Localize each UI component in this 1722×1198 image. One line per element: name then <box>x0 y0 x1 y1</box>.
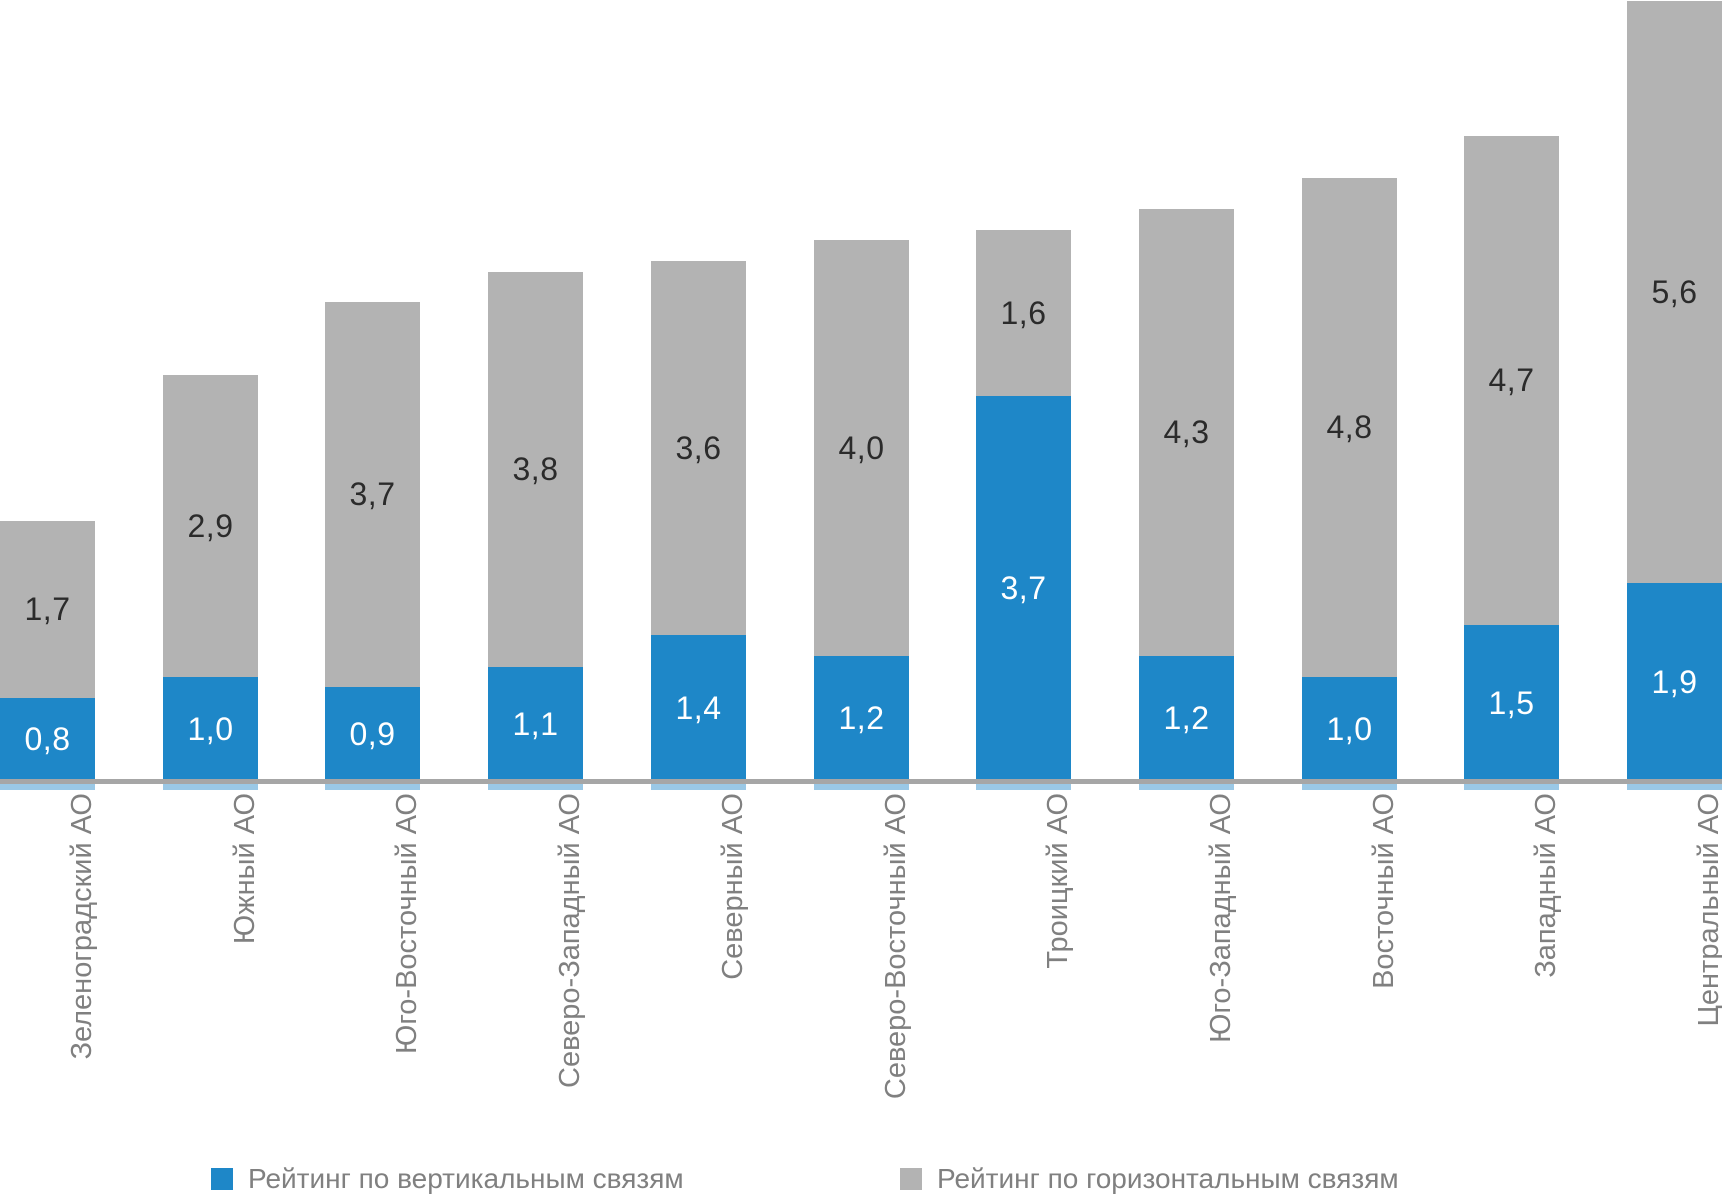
bar-segment-horizontal-rating: 3,6 <box>651 261 746 635</box>
value-label-vertical: 1,0 <box>1326 710 1373 747</box>
value-label-horizontal: 4,8 <box>1326 409 1373 445</box>
legend-item-vertical: Рейтинг по вертикальным связям <box>211 1160 684 1198</box>
bar-base-reflection <box>1464 784 1559 790</box>
category-label: Северо-Западный АО <box>553 793 586 1088</box>
bar-segment-horizontal-rating: 2,9 <box>163 375 258 677</box>
bar-base-reflection <box>1302 784 1397 790</box>
bar-base-reflection <box>651 784 746 790</box>
bar-segment-vertical-rating: 1,2 <box>814 656 909 781</box>
bar-segment-vertical-rating: 1,5 <box>1464 625 1559 781</box>
x-axis-line <box>0 779 1722 784</box>
value-label-vertical: 1,2 <box>1163 700 1210 736</box>
value-label-horizontal: 3,8 <box>512 451 559 487</box>
bar-segment-horizontal-rating: 4,3 <box>1139 209 1234 656</box>
value-label-vertical: 1,0 <box>187 710 234 747</box>
category-label: Восточный АО <box>1367 793 1400 989</box>
bar-base-reflection <box>325 784 420 790</box>
category-label: Северо-Восточный АО <box>879 793 912 1100</box>
category-label: Юго-Западный АО <box>1204 793 1237 1043</box>
category-label: Центральный АО <box>1692 793 1722 1027</box>
bar-segment-horizontal-rating: 1,6 <box>976 230 1071 396</box>
bar-segment-vertical-rating: 1,4 <box>651 635 746 781</box>
bar-base-reflection <box>976 784 1071 790</box>
value-label-vertical: 0,8 <box>24 721 71 757</box>
bar-segment-horizontal-rating: 1,7 <box>0 521 95 698</box>
legend-swatch-vertical-icon <box>211 1168 233 1190</box>
value-label-horizontal: 4,0 <box>838 429 885 466</box>
value-label-vertical: 0,9 <box>349 715 396 752</box>
bar-segment-horizontal-rating: 5,6 <box>1627 1 1722 583</box>
value-label-horizontal: 3,7 <box>349 476 396 512</box>
bar-base-reflection <box>1139 784 1234 790</box>
value-label-vertical: 1,1 <box>512 705 559 742</box>
category-label: Троицкий АО <box>1041 793 1074 969</box>
bar-segment-vertical-rating: 1,1 <box>488 667 583 781</box>
category-label: Западный АО <box>1529 793 1562 978</box>
value-label-horizontal: 5,6 <box>1651 273 1698 310</box>
category-label: Северный АО <box>716 793 749 980</box>
bar-segment-horizontal-rating: 3,7 <box>325 302 420 687</box>
bar-segment-horizontal-rating: 4,0 <box>814 240 909 656</box>
bar-segment-vertical-rating: 1,9 <box>1627 583 1722 781</box>
bar-segment-horizontal-rating: 4,7 <box>1464 136 1559 625</box>
category-label: Зеленоградский АО <box>65 793 98 1060</box>
legend-item-horizontal: Рейтинг по горизонтальным связям <box>900 1160 1399 1198</box>
legend-label-vertical: Рейтинг по вертикальным связям <box>248 1163 684 1194</box>
bar-segment-vertical-rating: 1,2 <box>1139 656 1234 781</box>
value-label-vertical: 1,4 <box>675 689 722 726</box>
bar-segment-vertical-rating: 0,9 <box>325 687 420 781</box>
value-label-vertical: 1,5 <box>1488 684 1535 721</box>
legend-label-horizontal: Рейтинг по горизонтальным связям <box>937 1163 1399 1194</box>
value-label-horizontal: 4,7 <box>1488 362 1535 398</box>
bar-base-reflection <box>1627 784 1722 790</box>
bar-base-reflection <box>814 784 909 790</box>
bar-segment-vertical-rating: 1,0 <box>1302 677 1397 781</box>
bar-base-reflection <box>163 784 258 790</box>
category-label: Южный АО <box>228 793 261 945</box>
value-label-horizontal: 2,9 <box>187 507 234 544</box>
value-label-horizontal: 4,3 <box>1163 414 1210 450</box>
bar-segment-vertical-rating: 0,8 <box>0 698 95 781</box>
value-label-horizontal: 3,6 <box>675 429 722 466</box>
bar-segment-horizontal-rating: 3,8 <box>488 272 583 667</box>
bar-segment-vertical-rating: 1,0 <box>163 677 258 781</box>
bar-base-reflection <box>0 784 95 790</box>
value-label-vertical: 1,9 <box>1651 663 1698 700</box>
legend-swatch-horizontal-icon <box>900 1168 922 1190</box>
bar-segment-horizontal-rating: 4,8 <box>1302 178 1397 677</box>
category-label: Юго-Восточный АО <box>390 793 423 1054</box>
value-label-vertical: 3,7 <box>1000 570 1047 606</box>
value-label-horizontal: 1,6 <box>1000 294 1047 331</box>
value-label-vertical: 1,2 <box>838 700 885 736</box>
bar-base-reflection <box>488 784 583 790</box>
bar-segment-vertical-rating: 3,7 <box>976 396 1071 781</box>
value-label-horizontal: 1,7 <box>24 591 71 627</box>
